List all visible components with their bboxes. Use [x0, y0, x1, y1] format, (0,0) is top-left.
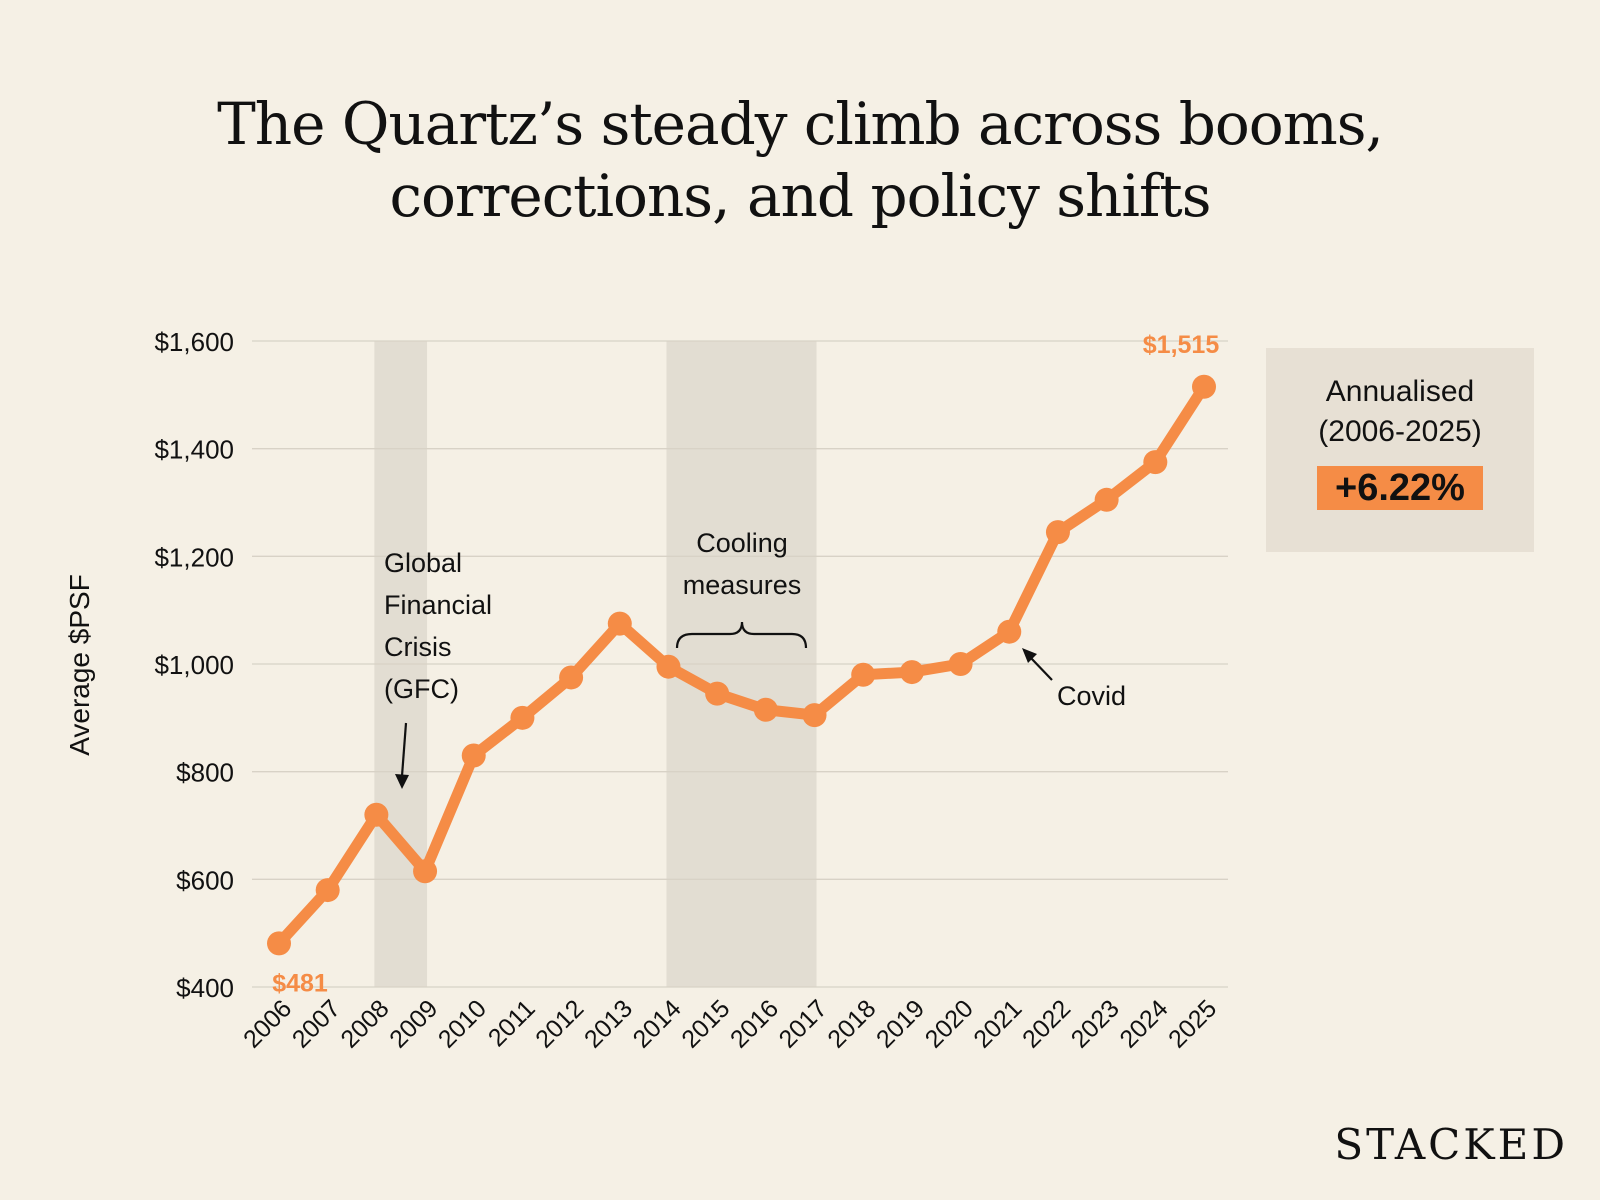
gfc-annotation-text: Financial [384, 590, 492, 620]
stat-label: Annualised (2006-2025) [1266, 372, 1534, 452]
data-point [461, 743, 486, 768]
gfc-annotation-text: Crisis [384, 632, 452, 662]
data-point [851, 662, 876, 687]
data-point [1045, 520, 1070, 545]
gfc-annotation-text: (GFC) [384, 674, 459, 704]
series-line [273, 381, 1210, 949]
data-label: $481 [272, 969, 328, 997]
x-tick-label: 2012 [530, 994, 589, 1053]
gridlines [252, 340, 1228, 988]
x-tick-label: 2014 [628, 994, 687, 1053]
x-tick-label: 2006 [238, 994, 297, 1053]
data-point [607, 611, 632, 636]
data-point [656, 654, 681, 679]
x-tick-labels: 2006200720082009201020112012201320142015… [238, 994, 1222, 1053]
x-tick-label: 2020 [920, 994, 979, 1053]
gfc-annotation-text: Global [384, 548, 462, 578]
covid-annotation-text: Covid [1057, 681, 1126, 711]
annualised-return-value: +6.22% [1317, 466, 1483, 510]
cooling-annotation-text: measures [683, 570, 802, 600]
x-tick-label: 2009 [384, 994, 443, 1053]
data-point [315, 878, 340, 903]
x-tick-label: 2019 [871, 994, 930, 1053]
x-tick-label: 2013 [579, 994, 638, 1053]
x-tick-label: 2022 [1017, 994, 1076, 1053]
y-tick-labels: $400 $600 $800 $1,000 $1,200 $1,400 $1,600 [154, 327, 234, 1003]
x-tick-label: 2018 [822, 994, 881, 1053]
chart-title: The Quartz’s steady climb across booms, … [0, 88, 1600, 232]
x-tick-label: 2023 [1066, 994, 1125, 1053]
data-point [559, 665, 584, 690]
x-tick-label: 2017 [774, 994, 833, 1053]
cooling-brace [675, 621, 808, 649]
stat-label-line-2: (2006-2025) [1318, 415, 1482, 448]
cooling-annotation-text: Cooling [696, 528, 788, 558]
y-tick-label: $1,000 [154, 650, 234, 680]
y-tick-label: $1,400 [154, 435, 234, 465]
data-point [1192, 374, 1216, 399]
data-point [1094, 487, 1119, 512]
data-point [899, 660, 924, 685]
data-point [802, 703, 827, 728]
data-point [510, 705, 535, 730]
data-point [364, 802, 389, 827]
y-tick-label: $1,600 [154, 327, 234, 357]
data-labels: $481 $1,515 [272, 331, 1219, 998]
brand-logo: STACKED [1334, 1120, 1568, 1169]
x-tick-label: 2007 [287, 994, 346, 1053]
chart-title-line-1: The Quartz’s steady climb across booms, [217, 90, 1384, 158]
data-label: $1,515 [1143, 331, 1220, 359]
stat-label-line-1: Annualised [1325, 375, 1475, 408]
data-point [753, 697, 778, 722]
y-tick-label: $800 [176, 758, 234, 788]
y-tick-label: $400 [176, 973, 234, 1003]
x-tick-label: 2016 [725, 994, 784, 1053]
y-tick-label: $1,200 [154, 542, 234, 572]
x-tick-label: 2010 [433, 994, 492, 1053]
data-series [267, 374, 1216, 956]
annualised-stat-box: Annualised (2006-2025) +6.22% [1266, 348, 1534, 552]
data-point [997, 619, 1022, 644]
data-point [948, 652, 973, 676]
data-point [267, 931, 291, 956]
x-tick-label: 2015 [676, 994, 735, 1053]
annotations: Global Financial Crisis (GFC) Cooling measure… [384, 528, 1126, 789]
data-point [705, 681, 730, 706]
x-tick-label: 2011 [483, 994, 541, 1052]
y-tick-label: $600 [176, 865, 234, 895]
x-tick-label: 2021 [968, 994, 1027, 1053]
data-point [1143, 450, 1168, 475]
x-tick-label: 2024 [1114, 994, 1173, 1053]
gfc-arrowhead [395, 774, 409, 789]
x-tick-label: 2025 [1163, 994, 1222, 1053]
covid-arrow [1029, 656, 1053, 681]
gfc-arrow [400, 722, 408, 777]
covid-arrowhead [1022, 648, 1037, 663]
x-tick-label: 2008 [335, 994, 394, 1053]
data-point [413, 859, 438, 884]
chart-title-line-2: corrections, and policy shifts [389, 162, 1212, 230]
